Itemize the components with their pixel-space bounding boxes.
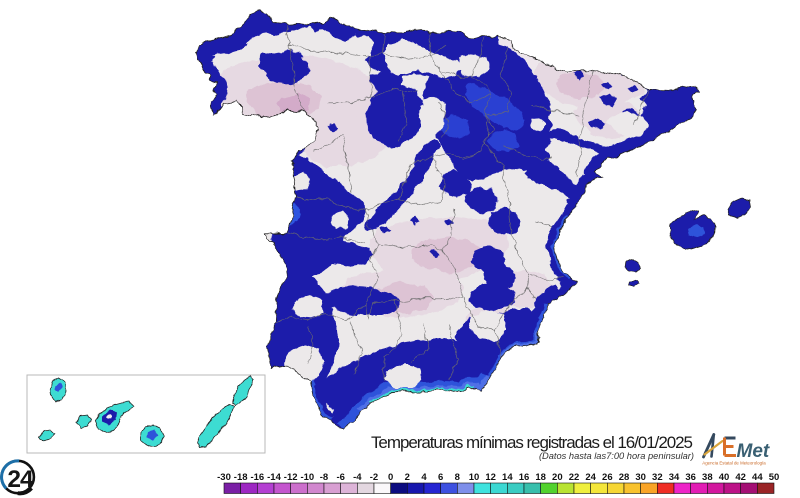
svg-text:22: 22 (569, 472, 580, 483)
svg-text:2: 2 (405, 472, 410, 483)
svg-text:16: 16 (519, 472, 530, 483)
svg-text:-4: -4 (353, 472, 362, 483)
svg-text:-14: -14 (267, 472, 281, 483)
svg-text:24: 24 (7, 466, 34, 493)
svg-text:Temperaturas mínimas registrad: Temperaturas mínimas registradas el 16/0… (371, 433, 693, 452)
svg-text:26: 26 (602, 472, 613, 483)
svg-text:20: 20 (552, 472, 563, 483)
svg-text:-6: -6 (336, 472, 344, 483)
svg-text:34: 34 (669, 472, 680, 483)
svg-text:(Datos hasta las7:00 hora peni: (Datos hasta las7:00 hora peninsular) (539, 451, 694, 461)
svg-text:32: 32 (652, 472, 663, 483)
svg-text:-8: -8 (320, 472, 328, 483)
svg-text:50: 50 (769, 472, 780, 483)
svg-text:Agencia Estatal de Meteorologí: Agencia Estatal de Meteorología (702, 461, 766, 466)
svg-text:-2: -2 (370, 472, 378, 483)
svg-text:8: 8 (455, 472, 460, 483)
svg-text:12: 12 (485, 472, 496, 483)
svg-text:42: 42 (735, 472, 746, 483)
svg-text:-30: -30 (217, 472, 231, 483)
svg-text:10: 10 (469, 472, 480, 483)
svg-text:0: 0 (388, 472, 393, 483)
svg-text:38: 38 (702, 472, 713, 483)
svg-text:-18: -18 (234, 472, 248, 483)
svg-text:14: 14 (502, 472, 513, 483)
svg-text:28: 28 (619, 472, 630, 483)
svg-text:44: 44 (752, 472, 763, 483)
svg-text:40: 40 (719, 472, 730, 483)
svg-text:-12: -12 (284, 472, 298, 483)
svg-text:18: 18 (535, 472, 546, 483)
svg-text:6: 6 (438, 472, 443, 483)
svg-text:-10: -10 (300, 472, 314, 483)
svg-text:4: 4 (421, 472, 427, 483)
svg-text:-16: -16 (250, 472, 264, 483)
svg-text:Met: Met (737, 441, 770, 462)
svg-text:36: 36 (685, 472, 696, 483)
svg-text:24: 24 (585, 472, 596, 483)
svg-text:30: 30 (635, 472, 646, 483)
